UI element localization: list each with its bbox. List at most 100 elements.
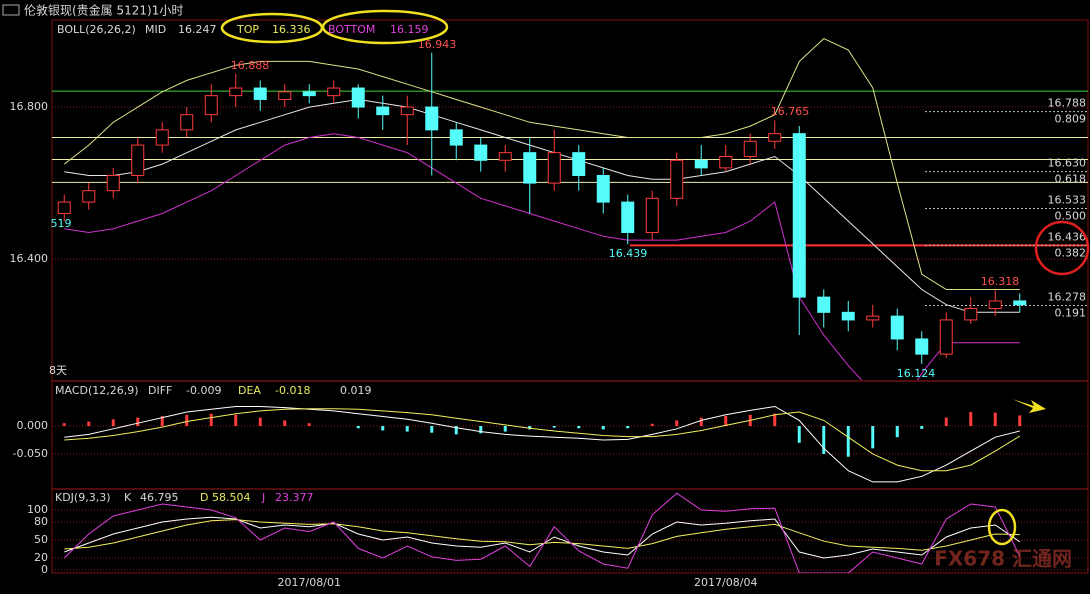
candle-body (278, 91, 292, 100)
annotation: 8天 (49, 364, 67, 377)
macd-bar (944, 417, 948, 427)
candle-body (915, 338, 929, 355)
fib-price: 16.533 (1048, 194, 1087, 207)
x-tick-label: 2017/08/01 (278, 576, 341, 589)
macd-bar (773, 413, 777, 427)
macd-bar (1018, 415, 1022, 427)
fib-ratio: 0.382 (1055, 246, 1087, 259)
macd-bar (136, 417, 140, 427)
macd-bar (969, 412, 973, 427)
macd-bar (209, 413, 213, 427)
macd-bar (454, 426, 458, 435)
kdj-name: KDJ(9,3,3) (55, 491, 111, 504)
fib-price: 16.436 (1048, 230, 1087, 243)
candle-body (841, 311, 855, 321)
annotation: 16.765 (771, 105, 810, 118)
annotation: 16.318 (981, 275, 1020, 288)
fib-price: 16.278 (1048, 290, 1087, 303)
candle-body (866, 315, 880, 321)
candle-body (376, 106, 390, 116)
macd-bar (528, 426, 532, 430)
candle-body (964, 308, 978, 321)
y-tick-label: 0.000 (17, 419, 49, 432)
candle-body (229, 87, 243, 97)
candle-body (719, 155, 733, 169)
candle-body (449, 129, 463, 146)
macd-bar (822, 426, 826, 454)
macd-bar (356, 426, 360, 429)
macd-bar (234, 414, 238, 427)
macd-bar (601, 426, 605, 430)
macd-bar (381, 426, 385, 431)
macd-bar (577, 426, 581, 429)
annotation: 519 (51, 217, 72, 230)
y-tick-label: 80 (34, 515, 48, 528)
candle-body (523, 152, 537, 184)
kdj-line (63, 492, 1021, 573)
macd-bar (650, 423, 654, 427)
macd-bar (111, 419, 115, 427)
fib-ratio: 0.500 (1055, 210, 1087, 223)
macd-bar (699, 417, 703, 427)
candle-body (743, 140, 757, 157)
macd-bar (724, 415, 728, 427)
macd-line (64, 408, 1021, 472)
candle-body (645, 197, 659, 234)
k-value: 46.795 (140, 491, 179, 504)
j-label: J (261, 491, 265, 504)
candle-body (155, 129, 169, 146)
macd-line (64, 405, 1020, 483)
kdj-line (64, 519, 1020, 551)
macd-bar (626, 426, 630, 429)
dea-label: DEA (238, 384, 261, 397)
candle-body (792, 133, 806, 298)
macd-bar (87, 421, 91, 427)
candle-body (817, 296, 831, 313)
boll-mid (64, 98, 1020, 313)
top-label: TOP (236, 23, 259, 36)
j-value: 23.377 (275, 491, 314, 504)
macd-bar (846, 426, 850, 457)
candle-body (302, 91, 316, 97)
candle-body (425, 106, 439, 131)
candle-body (351, 87, 365, 108)
candle-body (694, 159, 708, 169)
y-tick-label: 16.800 (10, 100, 49, 113)
diff-label: DIFF (148, 384, 172, 397)
y-tick-label: 0 (41, 563, 48, 576)
mid-value: 16.247 (178, 23, 217, 36)
kdj-line (64, 516, 1021, 559)
labels: 16.800 16.400 16.788 0.809 16.630 0.618 16.533… (10, 38, 1087, 589)
macd-bar (307, 423, 311, 427)
fib-ratio: 0.809 (1055, 113, 1087, 126)
bottom-label: BOTTOM (328, 23, 375, 36)
annotation: 16.943 (418, 38, 457, 51)
macd-panel (52, 405, 1088, 483)
candle-body (131, 144, 145, 176)
highlight-oval (987, 508, 1017, 546)
macd-bar (871, 426, 875, 449)
d-value: 58.504 (212, 491, 251, 504)
boll-name: BOLL(26,26,2) (57, 23, 136, 36)
candle-body (82, 190, 96, 203)
x-tick-label: 2017/08/04 (694, 576, 757, 589)
fib-price: 16.630 (1048, 157, 1087, 170)
k-label: K (124, 491, 132, 504)
candle-body (939, 319, 953, 355)
mid-label: MID (145, 23, 166, 36)
watermark: FX678 汇通网 (934, 547, 1072, 571)
price-panel (52, 38, 1088, 380)
arrow (1012, 399, 1046, 413)
kdj-panel (52, 492, 1088, 573)
fib-price: 16.788 (1048, 97, 1087, 110)
frame (51, 19, 1089, 574)
annotation: 16.888 (231, 59, 270, 72)
macd-bar (920, 426, 924, 429)
diff-value: -0.009 (186, 384, 221, 397)
candle-body (1013, 300, 1027, 306)
candle-body (204, 95, 218, 116)
y-tick-label: 20 (34, 551, 48, 564)
window-icon[interactable] (2, 4, 20, 16)
y-tick-label: 16.400 (10, 252, 49, 265)
